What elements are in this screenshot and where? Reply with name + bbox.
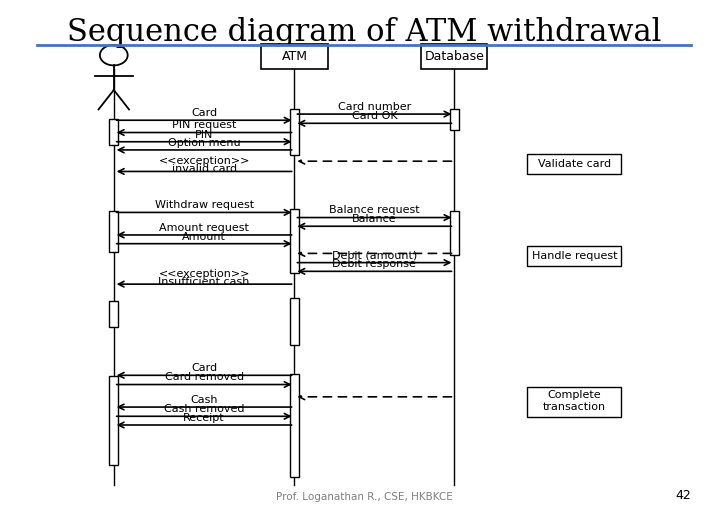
Bar — [109, 119, 119, 145]
Bar — [450, 211, 459, 255]
Bar — [527, 387, 621, 417]
Text: Cash removed: Cash removed — [164, 404, 245, 414]
Text: PIN request: PIN request — [172, 121, 237, 130]
Bar — [290, 299, 299, 345]
Text: Card removed: Card removed — [165, 372, 244, 383]
Text: PIN: PIN — [195, 130, 213, 140]
Bar — [261, 44, 328, 69]
Text: Card number: Card number — [338, 102, 411, 112]
Text: invalid card: invalid card — [172, 164, 237, 174]
Text: 42: 42 — [675, 489, 691, 502]
Text: Handle request: Handle request — [531, 251, 617, 261]
Bar — [290, 374, 299, 477]
Bar — [422, 44, 487, 69]
Text: Validate card: Validate card — [538, 159, 611, 169]
Bar — [109, 376, 119, 465]
Text: Amount request: Amount request — [159, 223, 249, 233]
Bar — [290, 209, 299, 273]
Text: Withdraw request: Withdraw request — [154, 200, 253, 210]
Bar — [109, 301, 119, 327]
Bar — [450, 109, 459, 130]
Text: Amount: Amount — [182, 232, 226, 242]
Text: Receipt: Receipt — [183, 413, 225, 423]
Text: Balance request: Balance request — [329, 205, 420, 215]
Text: Option menu: Option menu — [168, 138, 240, 148]
Text: Complete: Complete — [547, 390, 601, 400]
Text: Insufficient cash: Insufficient cash — [159, 277, 250, 287]
Text: ATM: ATM — [282, 50, 307, 63]
Text: Cash: Cash — [191, 395, 218, 405]
Text: <<exception>>: <<exception>> — [159, 157, 250, 166]
Text: Database: Database — [424, 50, 484, 63]
Text: Card: Card — [191, 108, 217, 118]
Text: Balance: Balance — [352, 214, 397, 224]
Bar — [290, 109, 299, 155]
Text: <<exception>>: <<exception>> — [159, 269, 250, 279]
Text: Prof. Loganathan R., CSE, HKBKCE: Prof. Loganathan R., CSE, HKBKCE — [276, 492, 452, 502]
Bar — [109, 211, 119, 252]
Bar — [527, 246, 621, 266]
Bar — [527, 153, 621, 174]
Text: Card: Card — [191, 363, 217, 373]
Text: transaction: transaction — [542, 402, 606, 412]
Text: Sequence diagram of ATM withdrawal: Sequence diagram of ATM withdrawal — [67, 17, 661, 48]
Text: Debit response: Debit response — [333, 259, 416, 269]
Text: Card OK: Card OK — [352, 111, 397, 121]
Text: Debit (amount): Debit (amount) — [332, 251, 417, 261]
